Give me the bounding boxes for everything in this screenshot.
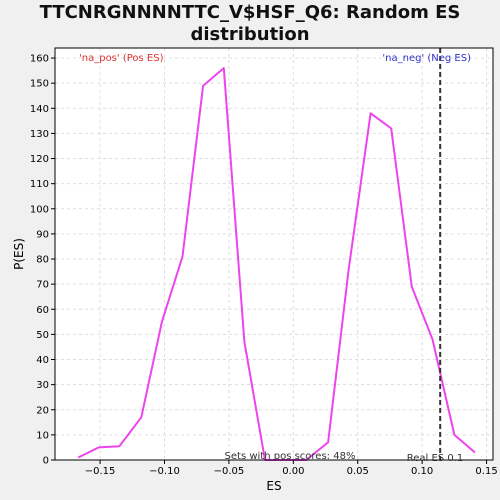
x-tick-label: −0.05 [214,466,245,477]
y-tick-label: 40 [36,355,49,366]
x-axis-label: ES [266,479,281,493]
x-tick-label: −0.10 [149,466,180,477]
x-tick-label: −0.15 [85,466,116,477]
y-tick-label: 110 [30,179,49,190]
y-axis-label: P(ES) [12,238,26,270]
real-es-label: Real ES 0.1 [407,453,463,464]
x-tick-label: 0.15 [475,466,497,477]
y-tick-label: 50 [36,330,49,341]
sets-pos-scores-label: Sets with pos scores: 48% [225,451,356,462]
y-tick-label: 20 [36,405,49,416]
y-tick-label: 90 [36,229,49,240]
y-tick-label: 140 [30,104,49,115]
neg-es-legend-label: 'na_neg' (Neg ES) [382,53,471,64]
y-tick-label: 10 [36,430,49,441]
y-tick-label: 30 [36,380,49,391]
pos-es-legend-label: 'na_pos' (Pos ES) [79,53,164,64]
y-tick-label: 0 [43,456,49,467]
x-tick-label: 0.05 [347,466,369,477]
y-tick-label: 120 [30,154,49,165]
x-tick-label: 0.00 [282,466,304,477]
y-tick-label: 130 [30,129,49,140]
plot-area [55,48,493,460]
y-tick-label: 150 [30,79,49,90]
x-tick-label: 0.10 [411,466,433,477]
y-tick-label: 80 [36,255,49,266]
y-tick-label: 70 [36,280,49,291]
y-tick-label: 160 [30,54,49,65]
y-tick-label: 100 [30,204,49,215]
y-tick-label: 60 [36,305,49,316]
